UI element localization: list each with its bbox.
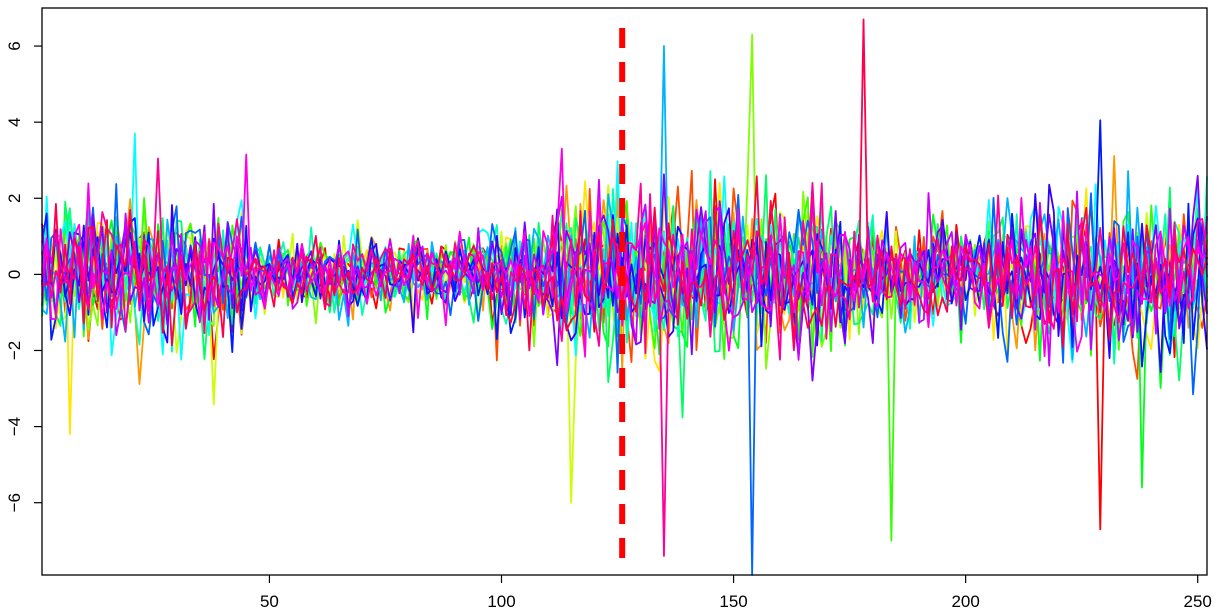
x-axis: 50 100 150 200 250 (260, 575, 1212, 611)
x-tick-label: 150 (719, 592, 747, 611)
y-tick-label: −2 (5, 341, 24, 360)
y-tick-label: 2 (5, 194, 24, 203)
x-tick-label: 50 (260, 592, 279, 611)
x-tick-label: 250 (1184, 592, 1212, 611)
y-tick-label: −6 (5, 493, 24, 512)
y-tick-label: −4 (5, 417, 24, 436)
series-line (41, 18, 1208, 352)
x-tick-label: 100 (487, 592, 515, 611)
x-tick-label: 200 (951, 592, 979, 611)
y-tick-label: 4 (5, 117, 24, 126)
y-axis: −6 −4 −2 0 2 4 6 (5, 41, 42, 512)
y-tick-label: 0 (5, 270, 24, 279)
plot-border (41, 7, 1208, 576)
y-tick-label: 6 (5, 41, 24, 50)
